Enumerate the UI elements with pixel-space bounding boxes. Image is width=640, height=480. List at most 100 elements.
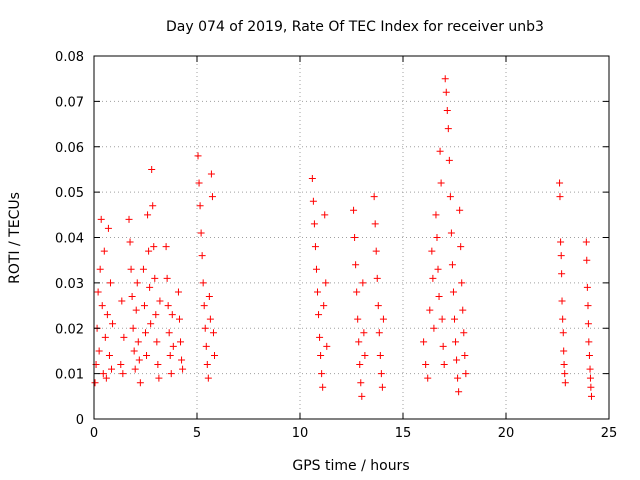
data-point	[582, 238, 590, 246]
data-point	[459, 306, 467, 314]
data-point	[447, 229, 455, 237]
data-point	[163, 274, 171, 282]
data-point	[315, 311, 323, 319]
data-point	[351, 234, 359, 241]
data-points	[91, 75, 595, 400]
data-point	[130, 347, 138, 355]
data-point	[359, 279, 367, 287]
data-point	[128, 292, 136, 300]
data-point	[373, 274, 381, 282]
data-point	[203, 361, 211, 369]
data-point	[355, 338, 363, 346]
data-point	[177, 338, 185, 346]
data-point	[109, 320, 117, 328]
y-tick-label: 0.07	[55, 95, 84, 110]
data-point	[461, 351, 469, 359]
data-point	[149, 202, 157, 210]
data-point	[432, 211, 440, 219]
data-point	[458, 279, 466, 287]
data-point	[94, 288, 102, 296]
data-point	[433, 234, 441, 241]
data-point	[166, 351, 174, 359]
data-point	[211, 351, 219, 359]
x-axis-ticks: 0 5 10 15 20 25	[90, 56, 617, 441]
data-point	[155, 374, 163, 382]
y-tick-label: 0.06	[55, 141, 84, 156]
data-point	[557, 238, 565, 246]
data-point	[143, 351, 151, 359]
data-point	[153, 338, 161, 346]
data-point	[422, 361, 430, 369]
x-tick-label: 25	[601, 426, 618, 441]
data-point	[129, 324, 137, 332]
data-point	[132, 306, 140, 314]
data-point	[208, 193, 216, 201]
data-point	[162, 243, 170, 251]
chart-title: Day 074 of 2019, Rate Of TEC Index for r…	[166, 19, 544, 35]
data-point	[319, 383, 327, 391]
data-point	[103, 311, 111, 319]
data-point	[434, 265, 442, 273]
x-tick-label: 15	[395, 426, 412, 441]
data-point	[361, 351, 369, 359]
data-point	[164, 302, 172, 310]
data-point	[135, 356, 143, 364]
data-point	[370, 193, 378, 201]
data-point	[127, 265, 135, 273]
data-point	[430, 324, 438, 332]
data-point	[205, 292, 213, 300]
data-point	[309, 197, 317, 205]
data-point	[444, 125, 452, 133]
data-point	[462, 370, 470, 378]
data-point	[448, 261, 456, 269]
data-point	[560, 361, 568, 369]
x-tick-label: 0	[90, 426, 98, 441]
data-point	[198, 252, 206, 260]
data-point	[426, 306, 434, 314]
data-point	[311, 243, 319, 251]
data-point	[454, 374, 462, 382]
data-point	[453, 356, 461, 364]
data-point	[169, 342, 177, 350]
data-point	[371, 220, 379, 228]
data-point	[456, 206, 464, 214]
data-point	[125, 215, 133, 223]
data-point	[320, 302, 328, 310]
data-point	[354, 315, 362, 323]
x-axis-label: GPS time / hours	[292, 458, 409, 474]
grid	[94, 56, 609, 419]
data-point	[209, 329, 217, 337]
data-point	[119, 370, 127, 378]
data-point	[316, 333, 324, 341]
data-point	[557, 252, 565, 260]
data-point	[561, 370, 569, 378]
data-point	[179, 365, 187, 373]
data-point	[104, 224, 112, 232]
data-point	[585, 351, 593, 359]
data-point	[437, 179, 445, 187]
data-point	[105, 351, 113, 359]
y-tick-label: 0	[76, 413, 84, 428]
data-point	[451, 315, 458, 323]
data-point	[583, 256, 591, 264]
data-point	[199, 279, 207, 287]
data-point	[446, 193, 454, 201]
data-point	[560, 347, 568, 355]
data-point	[194, 152, 202, 160]
data-point	[584, 320, 592, 328]
data-point	[99, 370, 107, 378]
data-point	[308, 175, 316, 183]
data-point	[178, 356, 186, 364]
data-point	[100, 247, 108, 255]
data-point	[95, 347, 103, 355]
data-point	[378, 383, 386, 391]
data-point	[375, 329, 383, 337]
data-point	[559, 315, 567, 323]
y-tick-label: 0.03	[55, 277, 84, 292]
data-point	[438, 315, 446, 323]
data-point	[317, 351, 325, 359]
data-point	[150, 243, 158, 251]
data-point	[420, 338, 428, 346]
y-tick-label: 0.08	[55, 50, 84, 65]
